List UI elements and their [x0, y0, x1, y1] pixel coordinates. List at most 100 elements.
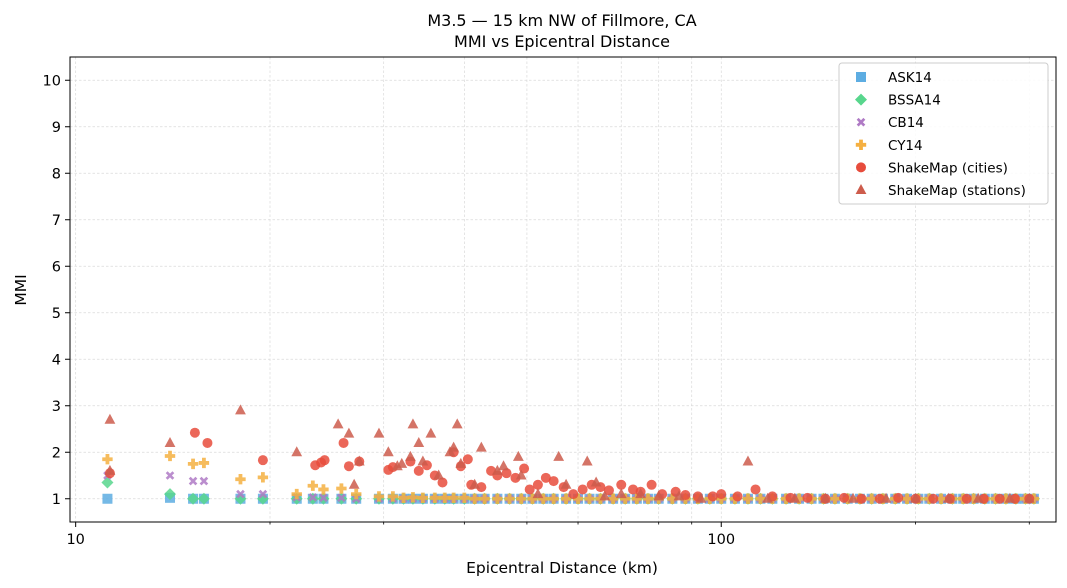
point-shakemap-cities	[928, 493, 939, 504]
point-cy14	[631, 493, 643, 504]
point-cy14	[351, 488, 362, 500]
point-shakemap-stations	[789, 492, 801, 503]
point-shakemap-cities	[548, 476, 559, 487]
point-shakemap-stations	[762, 492, 774, 503]
point-shakemap-stations	[417, 455, 429, 466]
point-cb14	[236, 489, 245, 499]
legend[interactable]: ASK14 BSSA14 CB14 CY14 ShakeMap (cities) Shak…	[838, 62, 1049, 205]
point-shakemap-stations	[695, 492, 707, 503]
point-shakemap-stations	[448, 441, 460, 452]
point-shakemap-stations	[498, 460, 509, 471]
point-cy14	[560, 493, 572, 504]
point-shakemap-stations	[164, 436, 176, 447]
point-shakemap-stations	[405, 450, 416, 461]
point-shakemap-stations	[451, 418, 463, 429]
point-cy14	[373, 491, 385, 502]
grid	[70, 57, 1056, 522]
point-cy14	[527, 493, 538, 504]
y-axis: 1 2 3 4 5 6 7 8 9 10	[43, 73, 70, 508]
point-shakemap-stations	[491, 464, 503, 475]
point-shakemap-cities	[257, 455, 268, 466]
point-cy14	[102, 454, 113, 465]
point-shakemap-cities	[716, 489, 727, 500]
point-cy14	[429, 492, 441, 504]
point-cy14	[198, 457, 210, 469]
legend-item-ask14[interactable]: ASK14	[856, 70, 932, 86]
point-shakemap-cities	[189, 427, 200, 438]
x-axis-label: Epicentral Distance (km)	[466, 559, 658, 577]
point-cy14	[479, 493, 490, 504]
point-shakemap-cities	[646, 479, 657, 490]
point-shakemap-cities	[510, 472, 521, 483]
x-axis: 10 100	[66, 522, 1030, 548]
legend-item-cb14[interactable]: CB14	[856, 115, 924, 131]
point-cy14	[504, 493, 515, 504]
y-axis-label: MMI	[12, 274, 30, 305]
point-cy14	[469, 493, 480, 504]
point-shakemap-stations	[1023, 492, 1035, 503]
legend-item-cy14[interactable]: CY14	[855, 138, 923, 154]
point-shakemap-stations	[590, 476, 602, 487]
point-shakemap-cities	[532, 479, 543, 490]
legend-item-shakemap-stations[interactable]: ShakeMap (stations)	[855, 183, 1026, 199]
point-cy14	[620, 493, 631, 504]
legend-label: CB14	[888, 115, 924, 131]
point-cy14	[667, 493, 678, 504]
point-shakemap-stations	[235, 404, 246, 415]
legend-label: CY14	[888, 138, 923, 154]
point-cy14	[968, 493, 979, 504]
y-tick-label: 2	[52, 445, 61, 461]
point-shakemap-stations	[560, 478, 572, 489]
legend-item-shakemap-cities[interactable]: ShakeMap (cities)	[856, 160, 1008, 176]
point-cy14	[336, 483, 347, 494]
point-shakemap-cities	[202, 437, 213, 448]
point-shakemap-cities	[577, 484, 588, 495]
point-shakemap-cities	[961, 493, 972, 504]
legend-marker-bssa14	[855, 93, 867, 106]
point-shakemap-cities	[413, 465, 424, 476]
legend-marker-ask14	[856, 72, 866, 82]
point-shakemap-cities	[707, 491, 718, 502]
point-shakemap-stations	[972, 492, 984, 503]
point-shakemap-stations	[943, 492, 955, 503]
point-cy14	[548, 493, 559, 504]
point-shakemap-cities	[616, 479, 627, 490]
point-cy14	[516, 493, 527, 504]
point-cy14	[572, 493, 584, 504]
point-shakemap-stations	[407, 418, 419, 429]
point-cy14	[187, 458, 199, 470]
point-shakemap-stations	[413, 436, 425, 447]
point-cy14	[417, 492, 429, 504]
point-shakemap-cities	[501, 468, 512, 479]
x-tick-label: 10	[66, 532, 84, 548]
point-shakemap-stations	[425, 427, 437, 438]
x-tick-label: 100	[707, 532, 735, 548]
point-shakemap-cities	[338, 437, 349, 448]
point-shakemap-cities	[568, 489, 579, 500]
point-shakemap-stations	[104, 413, 116, 424]
point-cy14	[164, 450, 176, 462]
point-cb14	[319, 493, 328, 503]
point-cb14	[308, 493, 318, 502]
point-cy14	[387, 491, 399, 502]
y-tick-label: 8	[52, 166, 61, 182]
point-bssa14	[197, 492, 210, 505]
point-shakemap-stations	[291, 446, 303, 457]
point-shakemap-stations	[104, 464, 116, 475]
y-tick-label: 1	[52, 492, 61, 508]
point-shakemap-stations	[515, 469, 527, 480]
point-shakemap-stations	[343, 427, 355, 438]
chart-subtitle: MMI vs Epicentral Distance	[454, 32, 670, 51]
point-shakemap-stations	[880, 492, 892, 503]
legend-label: ASK14	[888, 70, 932, 86]
point-cy14	[538, 493, 549, 504]
legend-item-bssa14[interactable]: BSSA14	[855, 93, 941, 109]
point-shakemap-stations	[475, 441, 487, 452]
point-shakemap-cities	[540, 472, 551, 483]
point-cy14	[307, 480, 319, 491]
point-shakemap-cities	[524, 484, 535, 495]
point-cy14	[935, 493, 947, 504]
point-shakemap-stations	[820, 492, 831, 503]
point-bssa14	[187, 492, 200, 505]
plot-marks	[101, 404, 1040, 505]
